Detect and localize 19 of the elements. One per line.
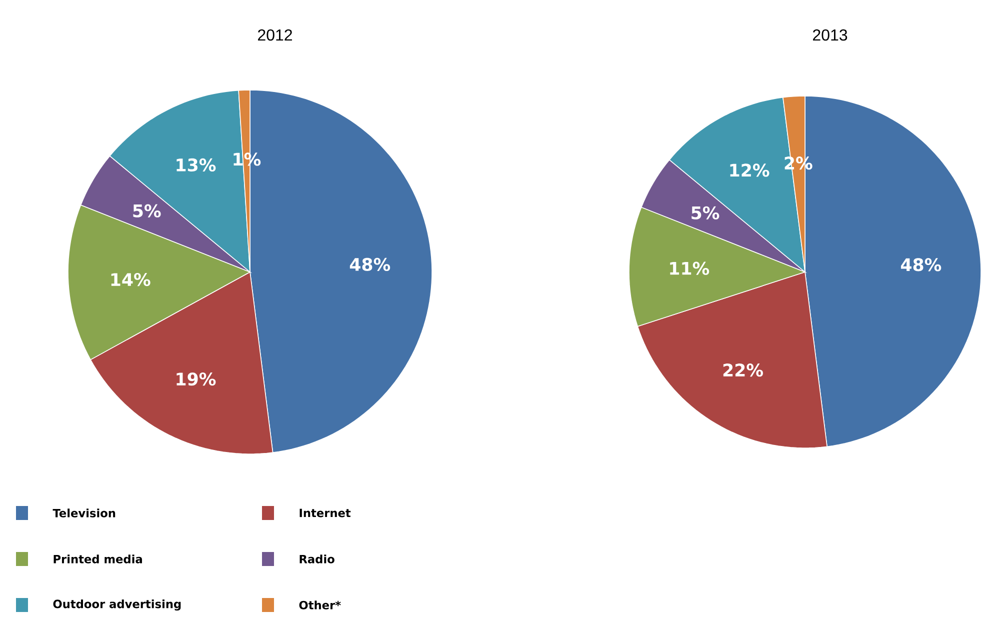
data-label: 13% bbox=[176, 158, 216, 172]
chart-title: 2013 bbox=[813, 29, 848, 41]
legend-label: Printed media bbox=[54, 554, 142, 564]
data-label: 11% bbox=[670, 262, 710, 275]
data-label: 48% bbox=[350, 258, 390, 272]
data-label: 5% bbox=[692, 206, 720, 220]
legend-label: Other* bbox=[299, 600, 341, 610]
legend-label: Radio bbox=[300, 554, 334, 564]
data-label: 19% bbox=[176, 372, 216, 386]
legend-label: Outdoor advertising bbox=[53, 599, 181, 611]
data-label: 5% bbox=[133, 204, 161, 218]
data-label: 22% bbox=[723, 364, 763, 377]
legend-label: Television bbox=[52, 508, 116, 518]
data-label: 12% bbox=[730, 164, 770, 177]
data-label: 48% bbox=[900, 258, 942, 272]
chart-title: 2012 bbox=[258, 29, 292, 41]
data-label: 14% bbox=[111, 272, 150, 286]
data-label: 2% bbox=[784, 156, 812, 170]
legend-label: Internet bbox=[300, 508, 351, 518]
